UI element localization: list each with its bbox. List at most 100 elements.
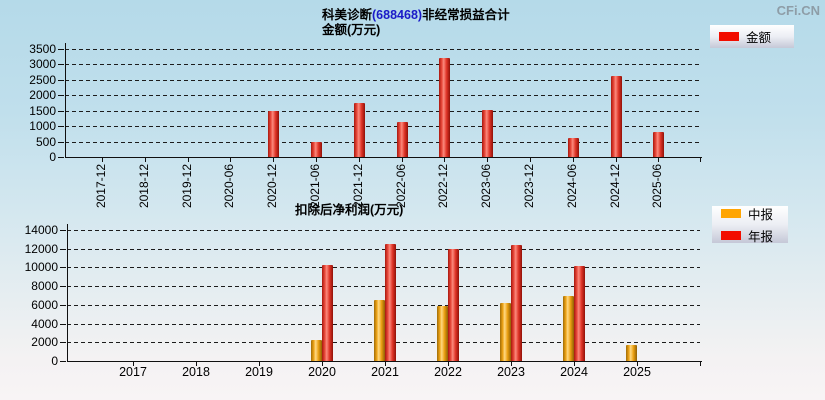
- x-tick: [572, 158, 574, 162]
- top-chart-subtitle: 金额(万元): [322, 23, 381, 37]
- x-tick: [316, 158, 317, 162]
- bar-年报-2024: [574, 265, 585, 361]
- x-tick: [637, 362, 638, 366]
- y-tick: [60, 361, 66, 362]
- y-tick: [60, 342, 66, 344]
- legend-swatch-orange-icon: [721, 209, 741, 218]
- bar-金额-2023-06: [482, 110, 494, 157]
- gridline: [65, 141, 700, 143]
- y-tick-label: 2000: [31, 335, 58, 350]
- bar-金额-2020-12: [268, 111, 280, 157]
- bottom-chart-title: 扣除后净利润(万元): [295, 203, 404, 217]
- y-tick-label: 500: [35, 134, 56, 149]
- bar-年报-2022: [448, 248, 459, 361]
- x-tick-label: 2020: [308, 365, 336, 379]
- gridline: [65, 48, 700, 50]
- legend-label: 金额: [746, 31, 772, 45]
- x-tick-label: 2025-06: [650, 164, 665, 209]
- bar-中报-2020: [311, 339, 322, 361]
- x-tick-label: 2017: [119, 365, 147, 379]
- x-tick: [658, 158, 660, 162]
- bar-年报-2023: [511, 244, 522, 361]
- x-tick: [574, 362, 575, 366]
- bar-中报-2021: [374, 300, 385, 361]
- x-tick-label: 2023-12: [522, 164, 536, 209]
- x-tick: [102, 158, 103, 162]
- x-tick: [358, 158, 360, 162]
- bar-金额-2022-12: [439, 57, 451, 157]
- y-tick: [58, 48, 64, 50]
- y-axis: [67, 224, 68, 362]
- x-tick: [385, 362, 386, 366]
- bar-中报-2024: [563, 295, 574, 361]
- x-tick: [273, 158, 275, 162]
- x-tick: [259, 362, 260, 366]
- y-tick: [58, 141, 64, 143]
- y-tick-label: 12000: [24, 241, 58, 256]
- title-metric: 非经常损益合计: [422, 8, 510, 22]
- gridline: [67, 267, 700, 269]
- x-tick: [444, 158, 446, 162]
- y-tick-label: 4000: [31, 316, 58, 331]
- y-tick-label: 1000: [29, 119, 56, 133]
- y-tick: [60, 323, 66, 325]
- cfi-logo: CFi.CN: [776, 3, 820, 18]
- x-axis-end-tick: [700, 362, 701, 366]
- gridline: [65, 95, 700, 96]
- x-axis: [65, 157, 702, 158]
- x-tick: [401, 158, 403, 162]
- y-tick-label: 14000: [24, 223, 58, 237]
- x-tick-label: 2020-12: [265, 164, 280, 209]
- y-tick: [58, 79, 64, 81]
- y-tick-label: 3000: [29, 57, 56, 71]
- y-tick: [60, 230, 66, 231]
- x-axis-end-tick: [700, 158, 701, 162]
- x-tick: [487, 158, 489, 162]
- x-tick: [322, 362, 323, 366]
- legend-label: 年报: [748, 230, 774, 244]
- x-tick-label: 2017-12: [94, 164, 108, 209]
- top-chart-legend: 金额: [710, 25, 794, 48]
- gridline: [67, 248, 700, 250]
- legend-item-amount: 金额: [719, 27, 794, 46]
- y-tick: [58, 157, 64, 158]
- x-tick-label: 2018: [182, 365, 210, 379]
- y-tick-label: 6000: [31, 297, 58, 312]
- legend-label: 中报: [748, 208, 774, 222]
- legend-swatch-red-icon: [721, 231, 741, 240]
- bar-金额-2024-12: [610, 76, 622, 157]
- bar-中报-2023: [500, 303, 511, 361]
- x-tick-label: 2020-06: [222, 164, 237, 209]
- legend-item-annual: 年报: [721, 226, 788, 245]
- y-axis: [65, 42, 66, 158]
- x-tick: [448, 362, 449, 366]
- gridline: [67, 286, 700, 288]
- x-tick-label: 2022-06: [393, 164, 408, 209]
- x-tick-label: 2023: [497, 365, 525, 379]
- bar-金额-2021-12: [353, 102, 365, 157]
- y-tick: [60, 304, 66, 306]
- y-tick: [60, 267, 66, 269]
- y-tick-label: 0: [49, 150, 56, 164]
- x-tick-label: 2021-06: [308, 164, 322, 209]
- top-chart-title-line1: 科美诊断(688468)非经常损益合计: [322, 8, 510, 23]
- bar-中报-2022: [437, 305, 448, 361]
- x-tick-label: 2024: [560, 365, 588, 379]
- y-tick-label: 8000: [31, 279, 58, 294]
- title-stock-name: 科美诊断: [322, 8, 373, 22]
- y-tick-label: 3500: [29, 41, 56, 56]
- x-tick: [196, 362, 197, 366]
- x-tick: [144, 158, 146, 162]
- top-chart-title: 科美诊断(688468)非经常损益合计 金额(万元): [322, 8, 510, 38]
- gridline: [65, 79, 700, 81]
- x-tick-label: 2019-12: [179, 164, 194, 209]
- y-tick-label: 1500: [29, 103, 56, 118]
- x-tick: [615, 158, 617, 162]
- x-tick-label: 2018-12: [136, 164, 151, 209]
- legend-item-interim: 中报: [721, 204, 788, 223]
- title-stock-code: (688468): [372, 8, 423, 22]
- x-tick-label: 2024-06: [564, 164, 579, 209]
- y-tick: [60, 286, 66, 288]
- y-tick: [58, 126, 64, 127]
- x-tick: [133, 362, 134, 366]
